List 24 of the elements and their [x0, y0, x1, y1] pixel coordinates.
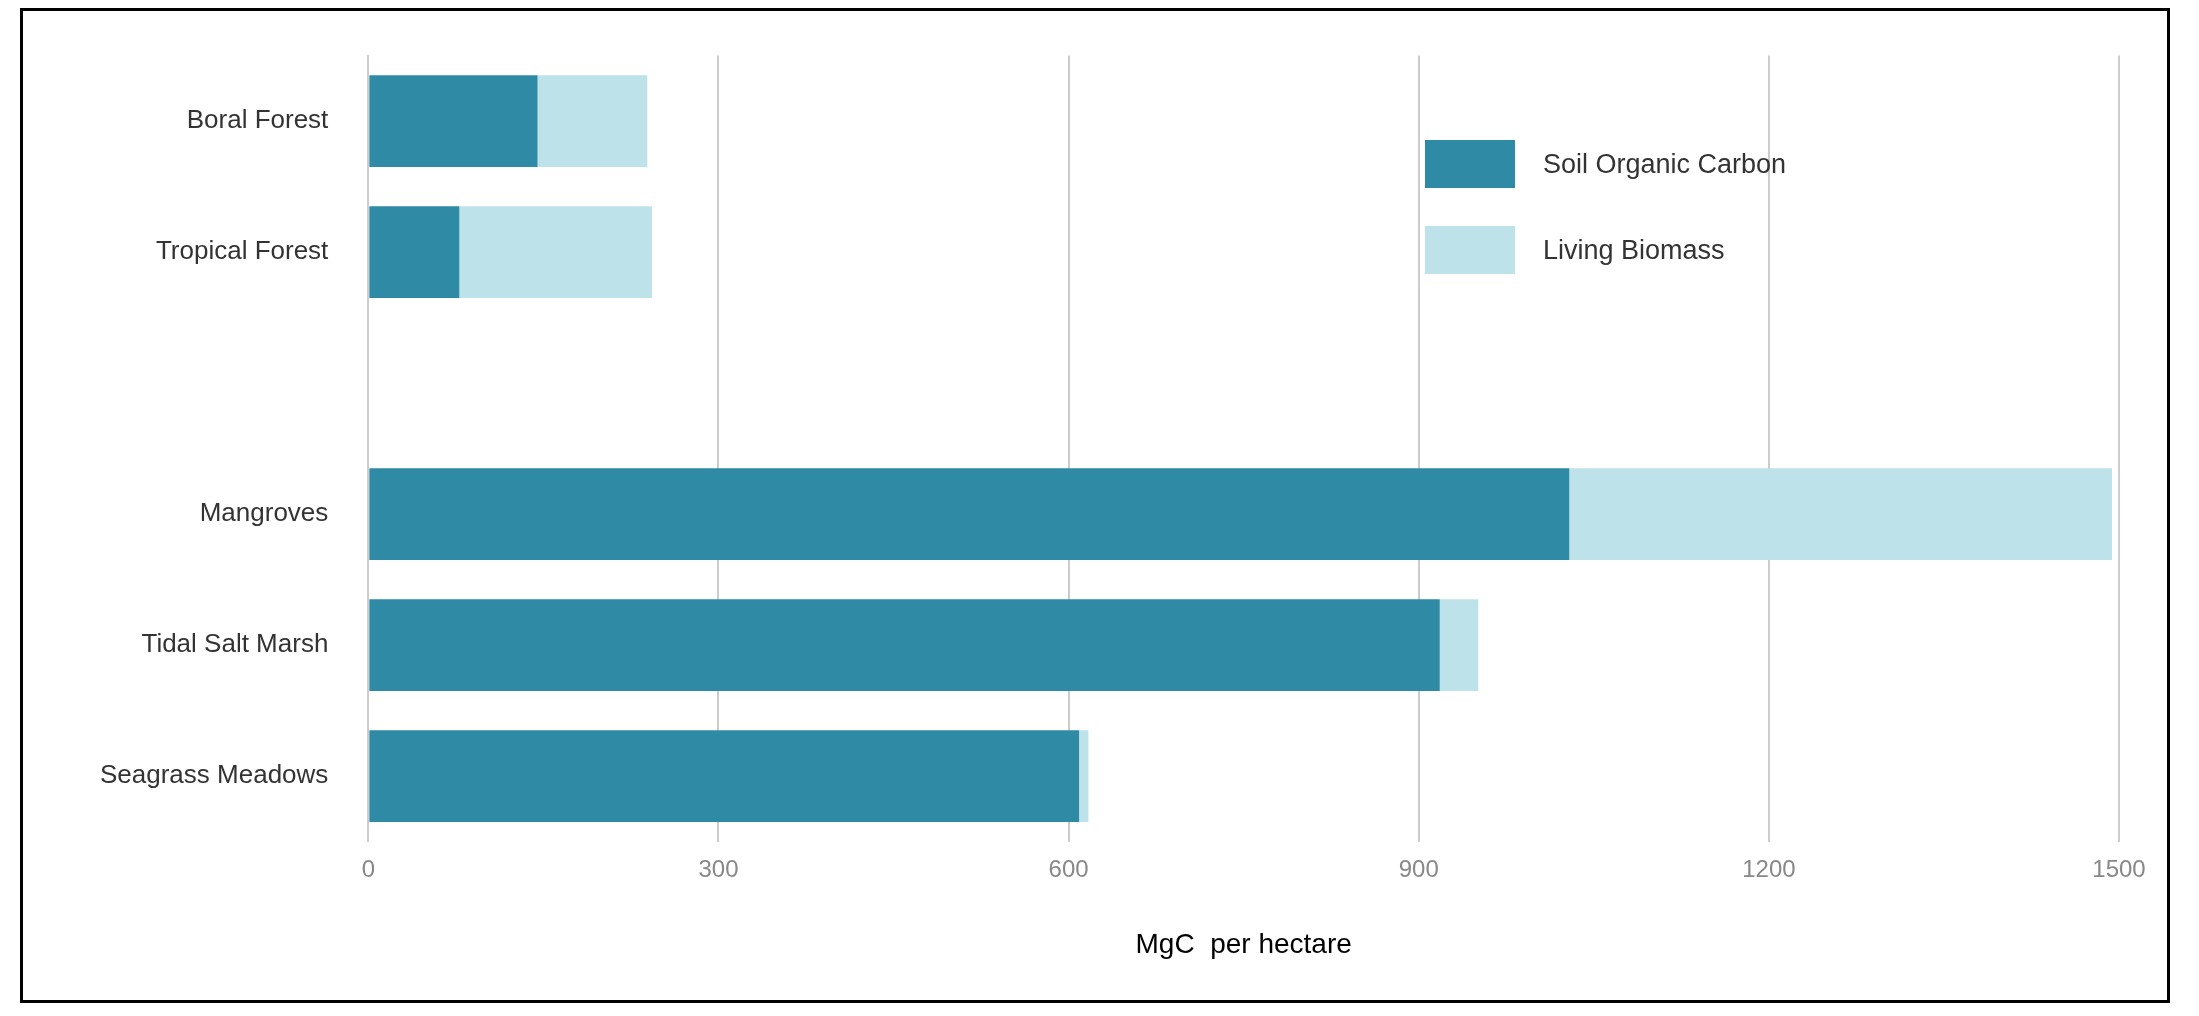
y-tick-label: Boral Forest: [186, 104, 330, 135]
x-tick-label: 900: [1398, 854, 1439, 882]
x-tick-label: 1200: [1742, 854, 1796, 882]
legend-label: Living Biomass: [1543, 234, 1725, 266]
x-tick-label: 0: [361, 854, 376, 882]
y-tick-label: Tidal Salt Marsh: [141, 628, 329, 659]
bar: [1439, 599, 1479, 691]
x-tick-label: 300: [698, 854, 739, 882]
bar: [459, 206, 652, 298]
y-tick-label: Seagrass Meadows: [99, 759, 329, 790]
bar: [369, 75, 538, 167]
x-tick-label: 600: [1048, 854, 1089, 882]
bar: [1569, 468, 2112, 560]
y-tick-label: Tropical Forest: [155, 235, 330, 266]
bar: [537, 75, 648, 167]
bar: [369, 599, 1440, 691]
y-tick-label: Mangroves: [199, 497, 329, 528]
bar: [1079, 730, 1089, 822]
x-tick-label: 1500: [2092, 854, 2146, 882]
bar: [369, 730, 1080, 822]
x-axis-title: MgC per hectare: [1135, 927, 1352, 959]
legend-label: Soil Organic Carbon: [1543, 148, 1787, 180]
bar: [369, 206, 460, 298]
bar: [369, 468, 1570, 560]
